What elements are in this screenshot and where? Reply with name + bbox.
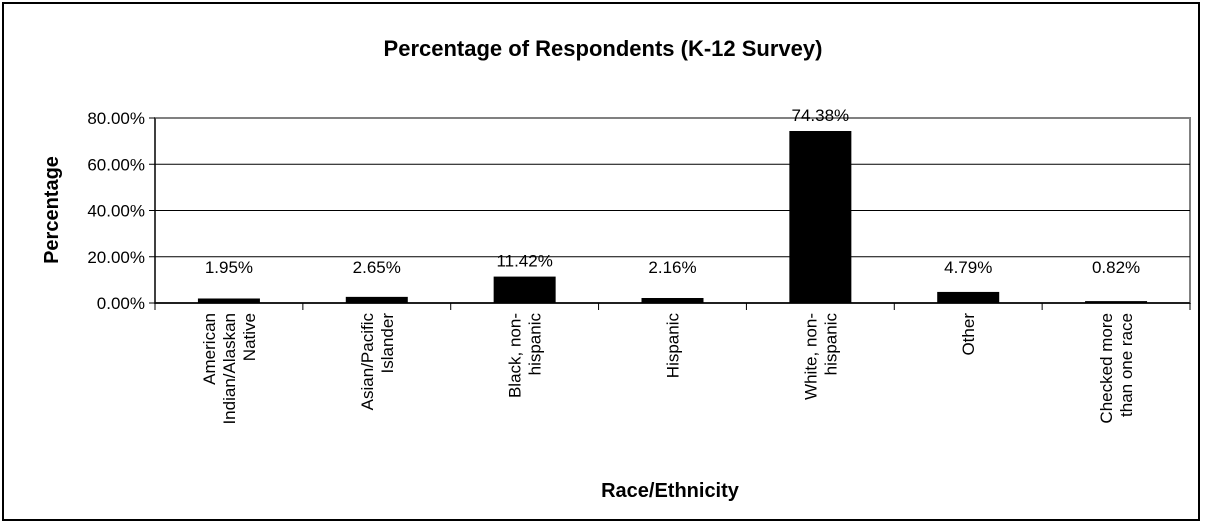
bar [1085, 301, 1148, 303]
x-axis-title: Race/Ethnicity [601, 480, 740, 502]
data-label: 1.95% [205, 258, 253, 277]
bar [197, 298, 260, 303]
y-tick-label: 40.00% [87, 202, 145, 221]
category-label: Other [959, 313, 978, 356]
category-label: Islander [378, 313, 397, 374]
bar [789, 130, 852, 303]
data-label: 74.38% [792, 106, 850, 125]
y-tick-label: 80.00% [87, 109, 145, 128]
bar [345, 296, 408, 303]
data-label: 11.42% [496, 252, 552, 271]
y-tick-label: 60.00% [87, 155, 145, 174]
plot-area: 0.00% 20.00% 40.00% 60.00% 80.00% 1.95% Americ… [87, 106, 1191, 425]
category-label: Hispanic [664, 313, 683, 379]
category-label: hispanic [526, 313, 545, 376]
category-label: than one race [1117, 313, 1136, 417]
category-label: White, non- [801, 313, 820, 400]
chart-frame [2, 2, 1200, 521]
data-label: 0.82% [1092, 258, 1140, 277]
category-label: hispanic [821, 313, 840, 376]
chart-title: Percentage of Respondents (K-12 Survey) [384, 36, 823, 61]
y-tick-label: 20.00% [87, 248, 145, 267]
data-label: 2.16% [648, 258, 696, 277]
bar [641, 298, 704, 303]
category-label: Checked more [1097, 313, 1116, 424]
bar [493, 276, 556, 303]
bar [937, 291, 1000, 303]
category-label: American [200, 313, 219, 385]
y-tick-label: 0.00% [97, 294, 145, 313]
category-label: Native [240, 313, 259, 361]
data-label: 4.79% [944, 258, 992, 277]
category-label: Black, non- [506, 313, 525, 398]
data-label: 2.65% [353, 258, 401, 277]
y-axis-title: Percentage [41, 156, 63, 264]
category-label: Asian/Pacific [358, 313, 377, 411]
category-label: Indian/Alaskan [220, 313, 239, 425]
